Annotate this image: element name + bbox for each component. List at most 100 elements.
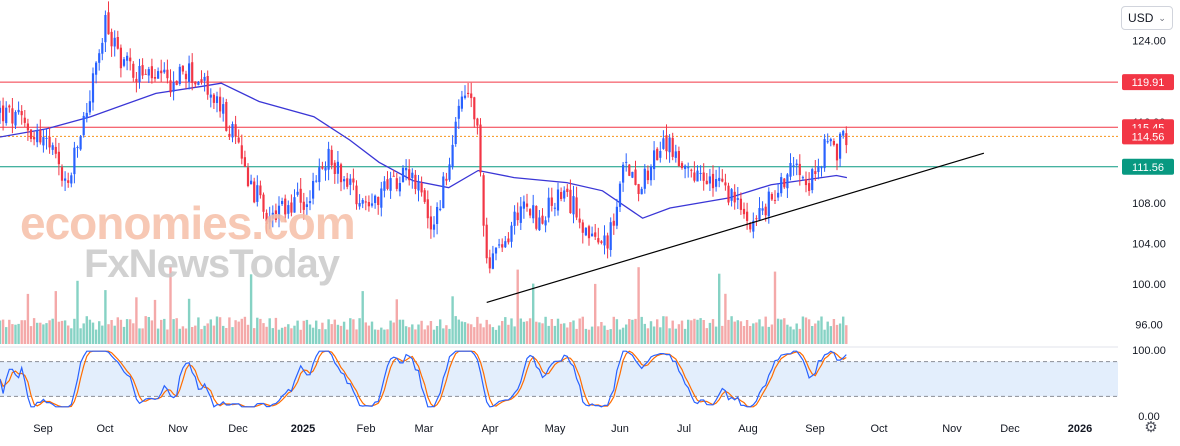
volume-bar xyxy=(367,325,371,344)
candle-body xyxy=(656,148,659,161)
volume-bar xyxy=(82,323,85,344)
candle-body xyxy=(442,176,445,209)
candle-body xyxy=(525,203,529,207)
candle-body xyxy=(550,197,553,206)
candle-body xyxy=(603,235,606,246)
candle-body xyxy=(222,104,225,114)
candle-body xyxy=(355,185,358,205)
candle-body xyxy=(54,146,57,154)
volume-bar xyxy=(807,319,811,344)
volume-bar xyxy=(668,328,671,344)
volume-bar xyxy=(243,316,247,344)
candle-body xyxy=(281,201,284,205)
volume-bar xyxy=(91,322,95,344)
candle-body xyxy=(718,177,721,181)
volume-bar xyxy=(268,318,271,344)
candle-body xyxy=(318,167,321,183)
volume-bar xyxy=(125,319,129,344)
candle-body xyxy=(380,188,383,208)
candle-body xyxy=(501,244,504,248)
volume-bar xyxy=(107,324,110,344)
volume-bar xyxy=(67,325,70,344)
volume-bar xyxy=(336,324,340,344)
volume-bar xyxy=(141,328,144,344)
volume-bar xyxy=(497,325,501,344)
candle-body xyxy=(243,157,246,167)
candle-body xyxy=(798,163,801,176)
candle-body xyxy=(448,164,451,180)
volume-bar xyxy=(271,328,274,344)
candle-body xyxy=(57,151,60,165)
candle-body xyxy=(346,178,349,187)
volume-bar xyxy=(736,320,739,344)
volume-bar xyxy=(169,266,172,344)
volume-bar xyxy=(708,322,712,344)
candle-body xyxy=(764,206,767,216)
time-tick-label: May xyxy=(545,423,566,435)
candle-body xyxy=(721,178,724,182)
time-tick-label: Apr xyxy=(481,423,498,435)
candle-body xyxy=(259,185,262,196)
candle-body xyxy=(708,176,711,184)
candle-body xyxy=(197,81,200,85)
volume-bar xyxy=(218,317,222,344)
gear-icon[interactable]: ⚙ xyxy=(1144,419,1158,436)
volume-bar xyxy=(829,326,832,344)
candle-body xyxy=(488,257,491,269)
volume-bar xyxy=(423,329,426,344)
volume-bar xyxy=(677,324,681,344)
candle-body xyxy=(668,137,671,153)
volume-bar xyxy=(209,319,212,344)
candle-body xyxy=(36,130,39,143)
candle-body xyxy=(79,136,82,150)
volume-bar xyxy=(429,321,433,344)
volume-bar xyxy=(327,319,330,344)
candle-body xyxy=(609,222,612,250)
candle-body xyxy=(45,137,48,139)
volume-bar xyxy=(823,329,826,344)
candle-body xyxy=(330,149,333,166)
candle-body xyxy=(64,178,67,181)
candle-body xyxy=(333,162,336,174)
volume-bar xyxy=(32,318,36,344)
volume-bar xyxy=(634,318,637,344)
candle-body xyxy=(327,148,330,170)
volume-bar xyxy=(386,329,389,344)
candle-body xyxy=(364,201,367,203)
volume-bar xyxy=(776,318,780,344)
volume-bar xyxy=(683,328,687,344)
volume-bar xyxy=(507,324,510,344)
volume-bar xyxy=(687,319,690,344)
candle-body xyxy=(262,194,265,212)
volume-bars xyxy=(0,266,848,344)
candle-body xyxy=(308,201,312,204)
volume-bar xyxy=(129,319,132,344)
volume-bar xyxy=(11,324,14,344)
candle-body xyxy=(777,192,780,198)
volume-bar xyxy=(690,320,693,344)
volume-bar xyxy=(656,319,659,344)
price-tick-label: 104.00 xyxy=(1132,239,1166,251)
candle-body xyxy=(684,165,687,169)
volume-bar xyxy=(572,320,575,344)
volume-bar xyxy=(742,326,746,344)
volume-bar xyxy=(358,318,361,344)
candle-body xyxy=(566,188,569,192)
candle-body xyxy=(98,53,101,63)
currency-selector[interactable]: USD ⌄ xyxy=(1121,6,1173,30)
candle-body xyxy=(591,233,594,237)
candle-body xyxy=(343,179,346,182)
volume-bar xyxy=(160,319,163,344)
candle-body xyxy=(653,150,656,170)
candle-body xyxy=(696,170,699,182)
candle-body xyxy=(733,191,736,203)
candle-body xyxy=(814,171,817,174)
volume-bar xyxy=(166,329,169,344)
level-tag xyxy=(1122,128,1174,145)
candle-body xyxy=(361,200,364,204)
stoch-tick-label: 100.00 xyxy=(1132,345,1166,357)
volume-bar xyxy=(724,293,727,344)
volume-bar xyxy=(225,328,228,344)
volume-bar xyxy=(631,319,634,344)
